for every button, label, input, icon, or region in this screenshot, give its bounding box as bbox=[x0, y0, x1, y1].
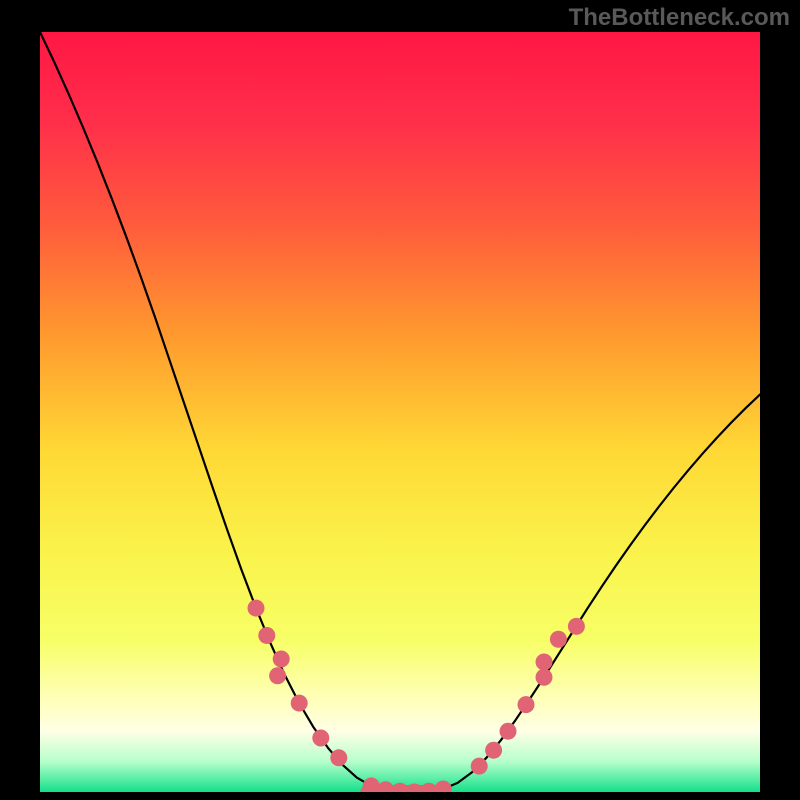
data-marker bbox=[568, 618, 585, 635]
data-marker bbox=[248, 600, 265, 617]
data-marker bbox=[485, 742, 502, 759]
data-marker bbox=[500, 723, 517, 740]
data-marker bbox=[550, 631, 567, 648]
data-marker bbox=[330, 749, 347, 766]
plot-area bbox=[40, 32, 760, 792]
watermark-text: TheBottleneck.com bbox=[569, 4, 790, 32]
gradient-background bbox=[40, 32, 760, 792]
data-marker bbox=[273, 651, 290, 668]
data-marker bbox=[269, 667, 286, 684]
data-marker bbox=[291, 695, 308, 712]
data-marker bbox=[536, 669, 553, 686]
chart-container: TheBottleneck.com bbox=[0, 0, 800, 800]
data-marker bbox=[258, 627, 275, 644]
plot-svg bbox=[40, 32, 760, 792]
data-marker bbox=[312, 730, 329, 747]
data-marker bbox=[536, 654, 553, 671]
data-marker bbox=[471, 758, 488, 775]
data-marker bbox=[518, 696, 535, 713]
